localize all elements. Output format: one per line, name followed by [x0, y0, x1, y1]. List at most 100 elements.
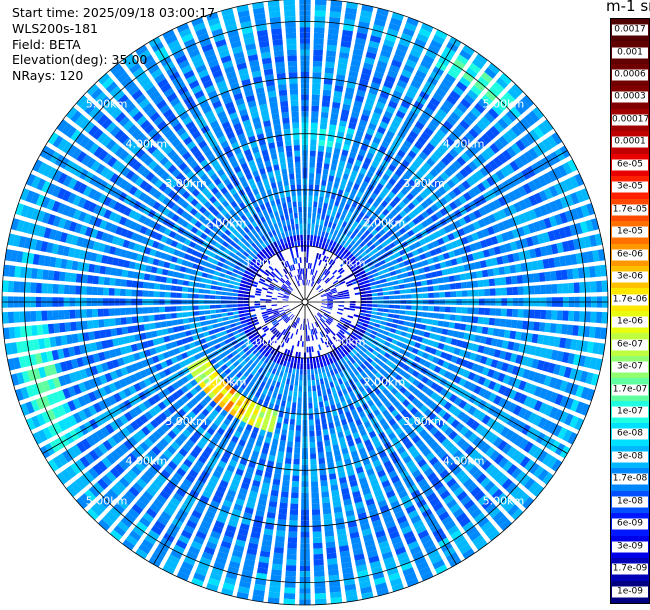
ray-gate-cell — [527, 412, 538, 424]
ray-gate-cell — [299, 380, 303, 387]
ray-gate-cell — [456, 256, 463, 265]
ray-gate-cell — [382, 208, 390, 216]
ray-gate-cell — [321, 324, 326, 330]
ray-gate-cell — [136, 307, 143, 314]
ray-gate-cell — [518, 251, 526, 261]
ray-gate-cell — [433, 313, 440, 319]
ray-gate-cell — [332, 96, 342, 104]
ray-gate-cell — [255, 572, 268, 580]
ray-gate-cell — [323, 78, 333, 85]
ray-gate-cell — [336, 274, 342, 280]
ray-gate-cell — [324, 157, 331, 164]
ray-gate-cell — [459, 543, 472, 555]
ray-gate-cell — [273, 433, 280, 440]
ray-gate-cell — [312, 212, 317, 219]
ray-gate-cell — [390, 387, 398, 395]
ray-gate-cell — [450, 240, 458, 249]
ray-gate-cell — [405, 59, 417, 69]
ray-gate-cell — [142, 307, 149, 314]
ray-gate-cell — [425, 49, 438, 60]
ray-gate-cell — [477, 345, 485, 354]
ray-gate-cell — [350, 485, 360, 493]
ray-gate-cell — [355, 558, 366, 567]
ray-gate-cell — [577, 325, 585, 337]
ray-gate-cell — [370, 117, 379, 126]
ray-gate-cell — [450, 63, 463, 75]
ray-gate-cell — [280, 496, 289, 504]
ray-gate-cell — [492, 511, 505, 523]
ray-gate-cell — [266, 291, 273, 294]
ray-gate-cell — [575, 339, 583, 352]
ray-gate-cell — [293, 453, 300, 459]
ray-gate-cell — [282, 480, 290, 487]
ray-gate-cell — [329, 124, 337, 131]
ray-gate-cell — [448, 164, 458, 174]
ray-gate-cell — [310, 280, 314, 287]
ray-gate-cell — [222, 582, 235, 591]
ray-gate-cell — [388, 432, 397, 441]
ray-gate-cell — [488, 392, 497, 403]
ray-gate-cell — [373, 524, 384, 533]
ray-gate-cell — [97, 308, 104, 317]
ray-gate-cell — [479, 166, 489, 177]
ray-gate-cell — [384, 326, 391, 332]
ray-gate-cell — [231, 326, 238, 332]
ray-gate-cell — [339, 329, 345, 335]
ray-gate-cell — [298, 352, 301, 358]
ray-gate-cell — [210, 290, 216, 295]
ray-gate-cell — [287, 441, 293, 448]
ray-gate-cell — [511, 275, 518, 285]
ray-gate-cell — [295, 374, 299, 381]
ray-gate-cell — [419, 324, 427, 330]
ray-gate-cell — [220, 304, 227, 308]
ray-gate-cell — [422, 448, 432, 457]
ray-gate-cell — [584, 311, 591, 323]
ray-gate-cell — [391, 422, 400, 431]
ray-gate-cell — [375, 65, 386, 74]
ray-gate-cell — [318, 395, 323, 402]
ray-gate-cell — [365, 544, 377, 553]
ray-gate-cell — [373, 276, 381, 281]
ray-gate-cell — [328, 129, 336, 137]
ray-gate-cell — [499, 496, 512, 509]
ray-gate-cell — [314, 4, 327, 11]
ray-gate-cell — [537, 417, 548, 429]
ray-gate-cell — [404, 283, 411, 289]
ray-gate-cell — [444, 391, 453, 400]
ray-gate-cell — [456, 339, 463, 348]
ray-gate-cell — [389, 270, 397, 276]
ray-gate-cell — [401, 254, 409, 261]
ray-gate-cell — [403, 321, 410, 327]
ray-gate-cell — [450, 306, 457, 313]
ray-gate-cell — [329, 478, 338, 486]
ray-gate-cell — [258, 556, 270, 564]
ray-gate-cell — [326, 552, 337, 560]
ray-gate-cell — [569, 415, 579, 429]
ray-gate-cell — [409, 353, 416, 361]
ray-gate-cell — [212, 275, 219, 281]
ray-gate-cell — [330, 5, 342, 13]
ray-gate-cell — [292, 469, 300, 476]
ray-gate-cell — [226, 304, 233, 308]
ray-gate-cell — [334, 200, 340, 207]
ray-gate-cell — [381, 241, 388, 248]
ray-gate-cell — [254, 515, 264, 523]
ray-gate-cell — [346, 230, 353, 237]
ray-gate-cell — [320, 317, 326, 323]
ray-gate-cell — [343, 235, 349, 242]
ray-gate-cell — [455, 470, 466, 481]
ray-gate-cell — [414, 323, 421, 329]
ray-gate-cell — [328, 316, 334, 321]
ray-gate-cell — [415, 317, 422, 323]
ray-gate-cell — [363, 533, 374, 542]
ray-gate-cell — [316, 435, 323, 442]
ray-gate-cell — [339, 253, 345, 260]
ray-gate-cell — [383, 515, 394, 524]
ray-gate-cell — [237, 586, 250, 594]
ray-gate-cell — [596, 311, 603, 324]
ray-gate-cell — [335, 74, 346, 81]
ray-gate-cell — [404, 315, 411, 321]
ray-gate-cell — [346, 244, 352, 251]
ray-gate-cell — [502, 149, 512, 161]
ray-gate-cell — [372, 519, 382, 528]
